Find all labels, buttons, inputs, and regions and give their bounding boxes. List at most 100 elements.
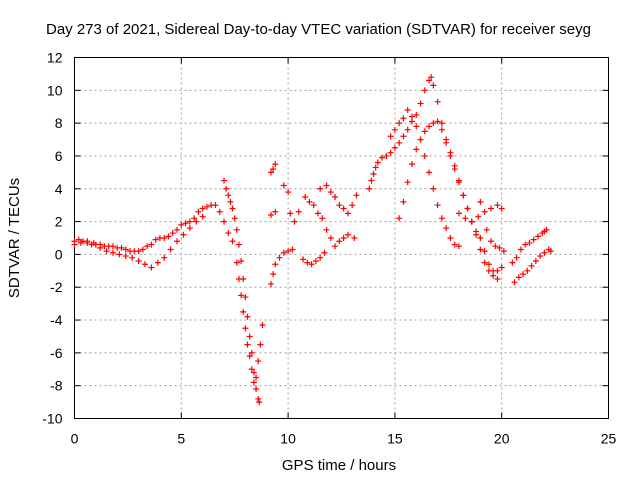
data-point bbox=[233, 259, 240, 266]
data-point bbox=[336, 202, 343, 209]
data-point bbox=[246, 333, 253, 340]
data-point bbox=[242, 294, 249, 301]
x-axis-title: GPS time / hours bbox=[282, 457, 396, 474]
data-point bbox=[543, 226, 550, 233]
data-point bbox=[477, 246, 484, 253]
data-point bbox=[75, 236, 82, 243]
data-point bbox=[148, 241, 155, 248]
data-point bbox=[116, 251, 123, 258]
data-point bbox=[455, 210, 462, 217]
data-point bbox=[310, 202, 317, 209]
data-point bbox=[199, 205, 206, 212]
data-point bbox=[455, 243, 462, 250]
data-point bbox=[462, 215, 469, 222]
ticks: 0 5 10 15 20 25 -10 -8 -6 -4 -2 0 2 4 6 8 10 12 bbox=[42, 50, 616, 447]
data-point bbox=[520, 271, 527, 278]
data-point bbox=[443, 139, 450, 146]
data-point bbox=[468, 218, 475, 225]
data-point bbox=[492, 243, 499, 250]
data-point bbox=[477, 198, 484, 205]
data-point bbox=[400, 133, 407, 140]
data-point bbox=[317, 185, 324, 192]
data-point bbox=[524, 267, 531, 274]
data-point bbox=[413, 111, 420, 118]
data-point bbox=[97, 244, 104, 251]
data-point bbox=[387, 133, 394, 140]
data-point bbox=[379, 154, 386, 161]
data-point bbox=[535, 233, 542, 240]
data-point bbox=[244, 341, 251, 348]
data-point bbox=[340, 235, 347, 241]
data-point bbox=[180, 231, 187, 238]
data-point bbox=[186, 225, 193, 232]
data-point bbox=[135, 248, 142, 255]
data-point bbox=[268, 169, 275, 176]
series-track-h bbox=[455, 198, 507, 255]
data-point bbox=[129, 254, 136, 261]
data-point bbox=[308, 261, 315, 268]
data-point bbox=[199, 213, 206, 220]
data-point bbox=[212, 202, 219, 209]
data-point bbox=[413, 123, 420, 130]
data-point bbox=[327, 235, 334, 241]
data-point bbox=[225, 230, 232, 237]
data-point bbox=[253, 374, 260, 381]
data-point bbox=[244, 313, 251, 320]
data-point bbox=[235, 241, 242, 248]
series-track-c bbox=[221, 177, 263, 406]
data-point bbox=[227, 198, 234, 205]
data-point bbox=[250, 369, 257, 376]
data-point bbox=[285, 189, 292, 196]
data-point bbox=[323, 226, 330, 233]
data-point bbox=[291, 218, 298, 225]
data-point bbox=[400, 198, 407, 205]
y-tick-label: 8 bbox=[55, 115, 63, 131]
data-point bbox=[216, 208, 223, 215]
data-point bbox=[451, 241, 458, 248]
data-point bbox=[319, 215, 326, 222]
data-point bbox=[272, 261, 279, 268]
data-point bbox=[242, 325, 249, 332]
x-tick-label: 10 bbox=[280, 431, 296, 447]
data-point bbox=[526, 239, 533, 246]
data-point bbox=[515, 274, 522, 281]
data-point bbox=[195, 208, 202, 215]
data-point bbox=[500, 248, 507, 255]
data-point bbox=[426, 123, 433, 130]
data-point bbox=[447, 152, 454, 159]
data-point bbox=[396, 120, 403, 127]
data-point bbox=[295, 208, 302, 215]
data-point bbox=[511, 279, 518, 286]
data-point bbox=[430, 185, 437, 192]
data-point bbox=[366, 185, 373, 192]
data-point bbox=[229, 238, 236, 245]
data-point bbox=[238, 292, 245, 299]
data-point bbox=[488, 205, 495, 212]
data-point bbox=[238, 257, 245, 264]
x-tick-label: 25 bbox=[601, 431, 617, 447]
series-track-d bbox=[268, 161, 360, 287]
data-point bbox=[280, 249, 287, 256]
data-point bbox=[438, 215, 445, 222]
data-point bbox=[368, 177, 375, 184]
y-tick-label: 0 bbox=[55, 246, 63, 262]
data-point bbox=[396, 215, 403, 222]
data-point bbox=[84, 238, 91, 245]
data-point bbox=[312, 257, 319, 264]
data-point bbox=[167, 246, 174, 253]
data-point bbox=[122, 253, 129, 260]
data-point bbox=[413, 146, 420, 153]
data-point bbox=[488, 238, 495, 245]
data-point bbox=[287, 210, 294, 217]
data-point bbox=[481, 248, 488, 255]
chart-title: Day 273 of 2021, Sidereal Day-to-day VTE… bbox=[46, 21, 591, 38]
series-track-i bbox=[509, 226, 554, 286]
data-point bbox=[400, 115, 407, 122]
data-point bbox=[77, 239, 84, 246]
data-point bbox=[304, 259, 311, 266]
data-point bbox=[203, 203, 210, 210]
data-point bbox=[391, 144, 398, 151]
data-point bbox=[161, 254, 168, 261]
data-point bbox=[240, 276, 247, 283]
